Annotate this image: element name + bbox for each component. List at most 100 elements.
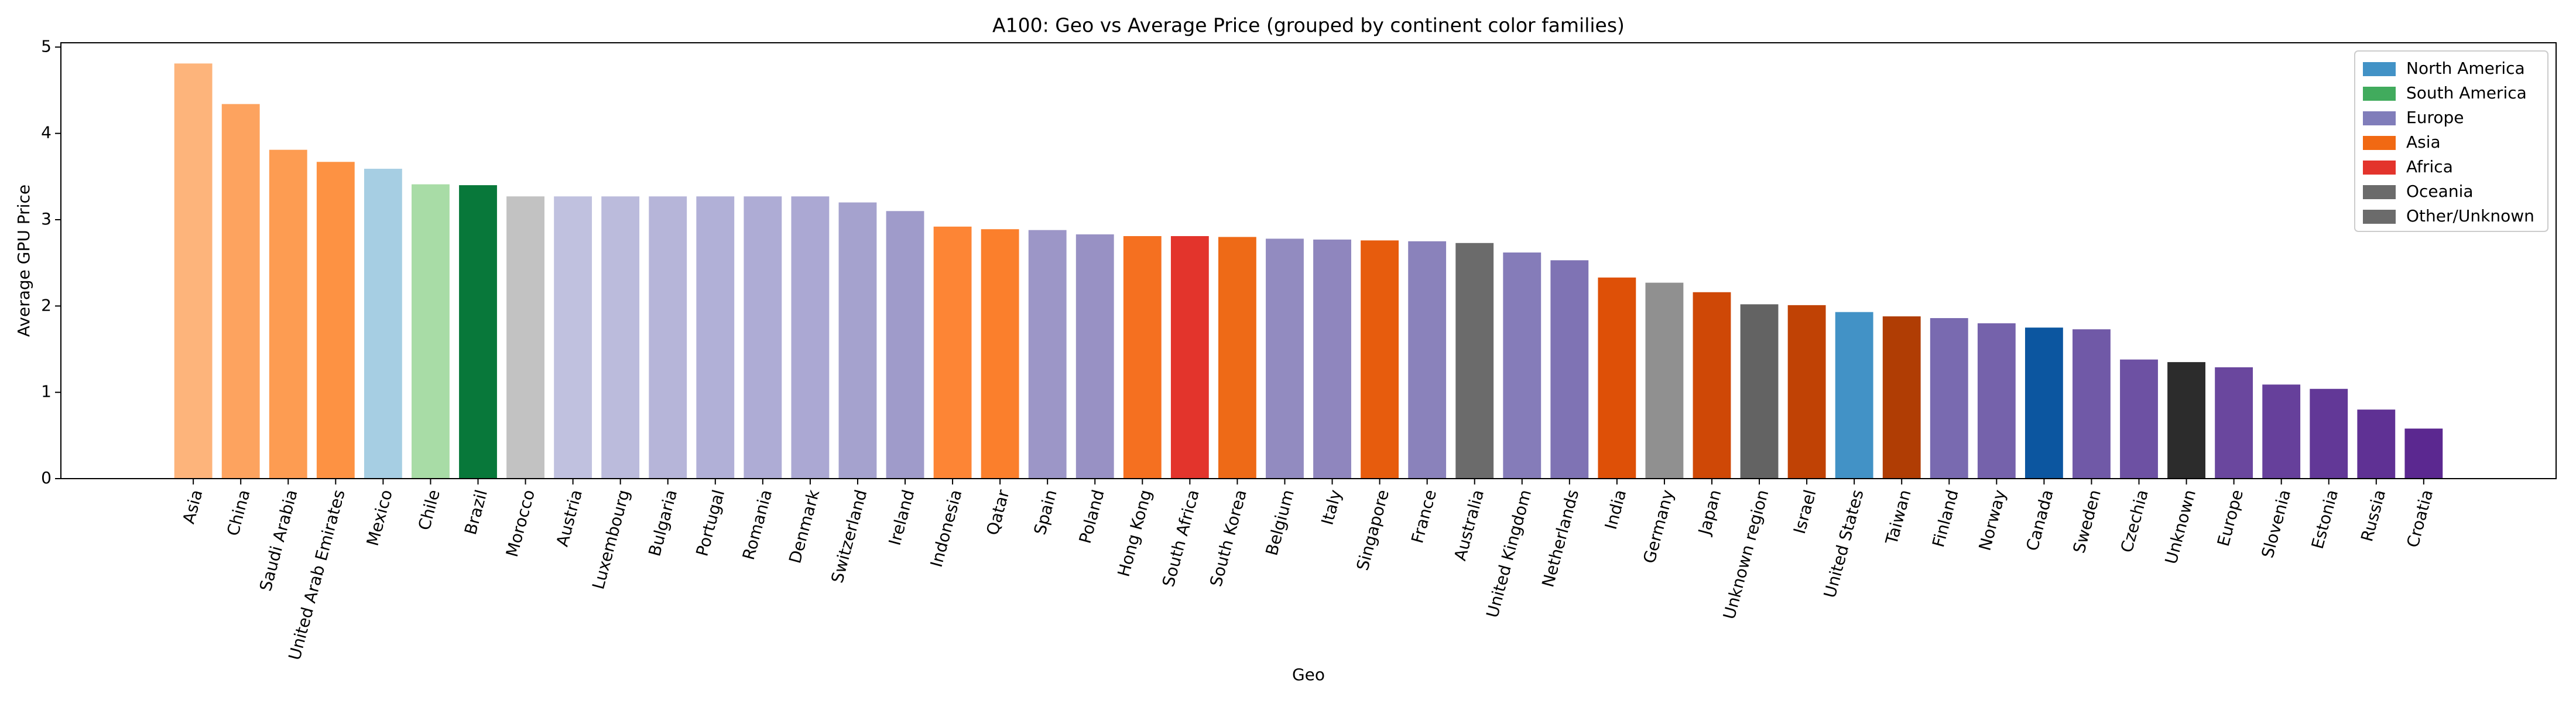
bar <box>1075 234 1114 479</box>
bar <box>1645 282 1684 479</box>
x-tick-label: Estonia <box>2308 487 2342 551</box>
bar <box>2167 362 2205 479</box>
bar <box>1835 312 1873 479</box>
bar <box>1977 323 2016 479</box>
x-tick-label: Austria <box>553 487 586 548</box>
bar <box>1693 292 1731 479</box>
y-tick-label: 5 <box>41 36 52 56</box>
x-tick-label: Hong Kong <box>1114 487 1156 579</box>
bar <box>1218 237 1256 479</box>
bar <box>2025 327 2063 479</box>
bar <box>1028 230 1067 479</box>
x-tick-label: Luxembourg <box>588 487 633 591</box>
legend-label: Africa <box>2406 157 2453 176</box>
bar <box>506 196 544 479</box>
legend-label: South America <box>2406 83 2527 103</box>
x-tick-label: South Korea <box>1206 487 1251 588</box>
x-tick-label: Europe <box>2214 487 2247 548</box>
bar <box>649 196 687 479</box>
bar <box>1170 236 1209 479</box>
bar <box>1361 240 1399 479</box>
x-tick-label: Norway <box>1975 487 2009 552</box>
x-tick-label: Czechia <box>2117 487 2152 554</box>
legend-swatch <box>2363 87 2396 101</box>
x-tick-label: Germany <box>1639 487 1677 565</box>
legend-label: Europe <box>2406 108 2464 127</box>
x-tick-label: Singapore <box>1353 487 1393 572</box>
bar <box>2404 428 2443 479</box>
bar <box>2262 384 2301 479</box>
x-axis-label: Geo <box>1292 665 1325 684</box>
x-tick-label: Sweden <box>2069 487 2105 555</box>
x-tick-label: Croatia <box>2403 487 2437 550</box>
x-tick-label: Netherlands <box>1538 487 1582 589</box>
legend-swatch <box>2363 185 2396 199</box>
x-tick-label: Poland <box>1075 487 1108 545</box>
legend-swatch <box>2363 210 2396 224</box>
bar <box>554 196 592 479</box>
x-tick-label: Israel <box>1790 487 1820 535</box>
y-tick-label: 0 <box>41 468 52 487</box>
bar <box>1266 238 1304 479</box>
legend-swatch <box>2363 136 2396 150</box>
bar <box>981 229 1019 479</box>
x-tick-label: Saudi Arabia <box>256 487 302 593</box>
bar <box>2357 409 2396 479</box>
bar <box>1123 236 1162 479</box>
bar <box>269 149 307 479</box>
x-tick-label: Asia <box>179 487 207 525</box>
legend-swatch <box>2363 111 2396 125</box>
bar <box>1882 316 1921 479</box>
x-tick-label: Spain <box>1030 487 1061 537</box>
bar <box>601 196 640 479</box>
legend-label: Asia <box>2406 132 2441 152</box>
bar <box>886 211 924 479</box>
x-tick-label: Mexico <box>363 487 396 548</box>
legend-swatch <box>2363 62 2396 76</box>
x-tick-label: Japan <box>1694 487 1725 538</box>
x-tick-label: Taiwan <box>1882 487 1915 547</box>
bar <box>791 196 830 479</box>
legend-label: Other/Unknown <box>2406 206 2534 226</box>
y-tick-label: 2 <box>41 295 52 315</box>
x-tick-label: Finland <box>1928 487 1962 549</box>
x-tick-label: Brazil <box>461 487 491 537</box>
legend-label: North America <box>2406 59 2525 78</box>
x-tick-label: Denmark <box>785 487 823 566</box>
bar <box>1787 305 1826 479</box>
x-tick-label: Morocco <box>502 487 539 559</box>
bar <box>2215 367 2253 479</box>
bar <box>174 63 213 479</box>
bar <box>1598 277 1636 479</box>
x-tick-label: Australia <box>1450 487 1488 562</box>
x-tick-label: Qatar <box>982 487 1013 537</box>
bar <box>412 184 450 479</box>
x-tick-label: Canada <box>2022 487 2057 552</box>
x-tick-label: Russia <box>2357 487 2389 544</box>
bar <box>696 196 735 479</box>
x-tick-label: Italy <box>1317 487 1345 527</box>
x-tick-label: Unknown <box>2161 487 2200 566</box>
bar <box>1503 252 1542 479</box>
legend-label: Oceania <box>2406 182 2474 201</box>
y-tick-label: 4 <box>41 123 52 142</box>
legend-box <box>2354 50 2548 232</box>
bar <box>1455 243 1494 479</box>
x-tick-label: Slovenia <box>2258 487 2294 560</box>
bar <box>838 202 877 479</box>
bar <box>1550 260 1589 479</box>
bar <box>1930 318 1968 479</box>
y-tick-label: 3 <box>41 209 52 228</box>
x-tick-label: Switzerland <box>827 487 871 585</box>
x-tick-label: Unknown region <box>1719 487 1773 621</box>
x-tick-label: France <box>1407 487 1440 545</box>
bar <box>933 226 972 479</box>
bar <box>459 185 497 479</box>
x-tick-label: Chile <box>415 487 444 532</box>
x-tick-label: United Kingdom <box>1482 487 1535 620</box>
x-tick-label: Ireland <box>885 487 919 547</box>
x-tick-label: China <box>223 487 254 538</box>
bar <box>1313 239 1351 479</box>
x-tick-label: Bulgaria <box>645 487 681 558</box>
bar <box>364 169 402 479</box>
